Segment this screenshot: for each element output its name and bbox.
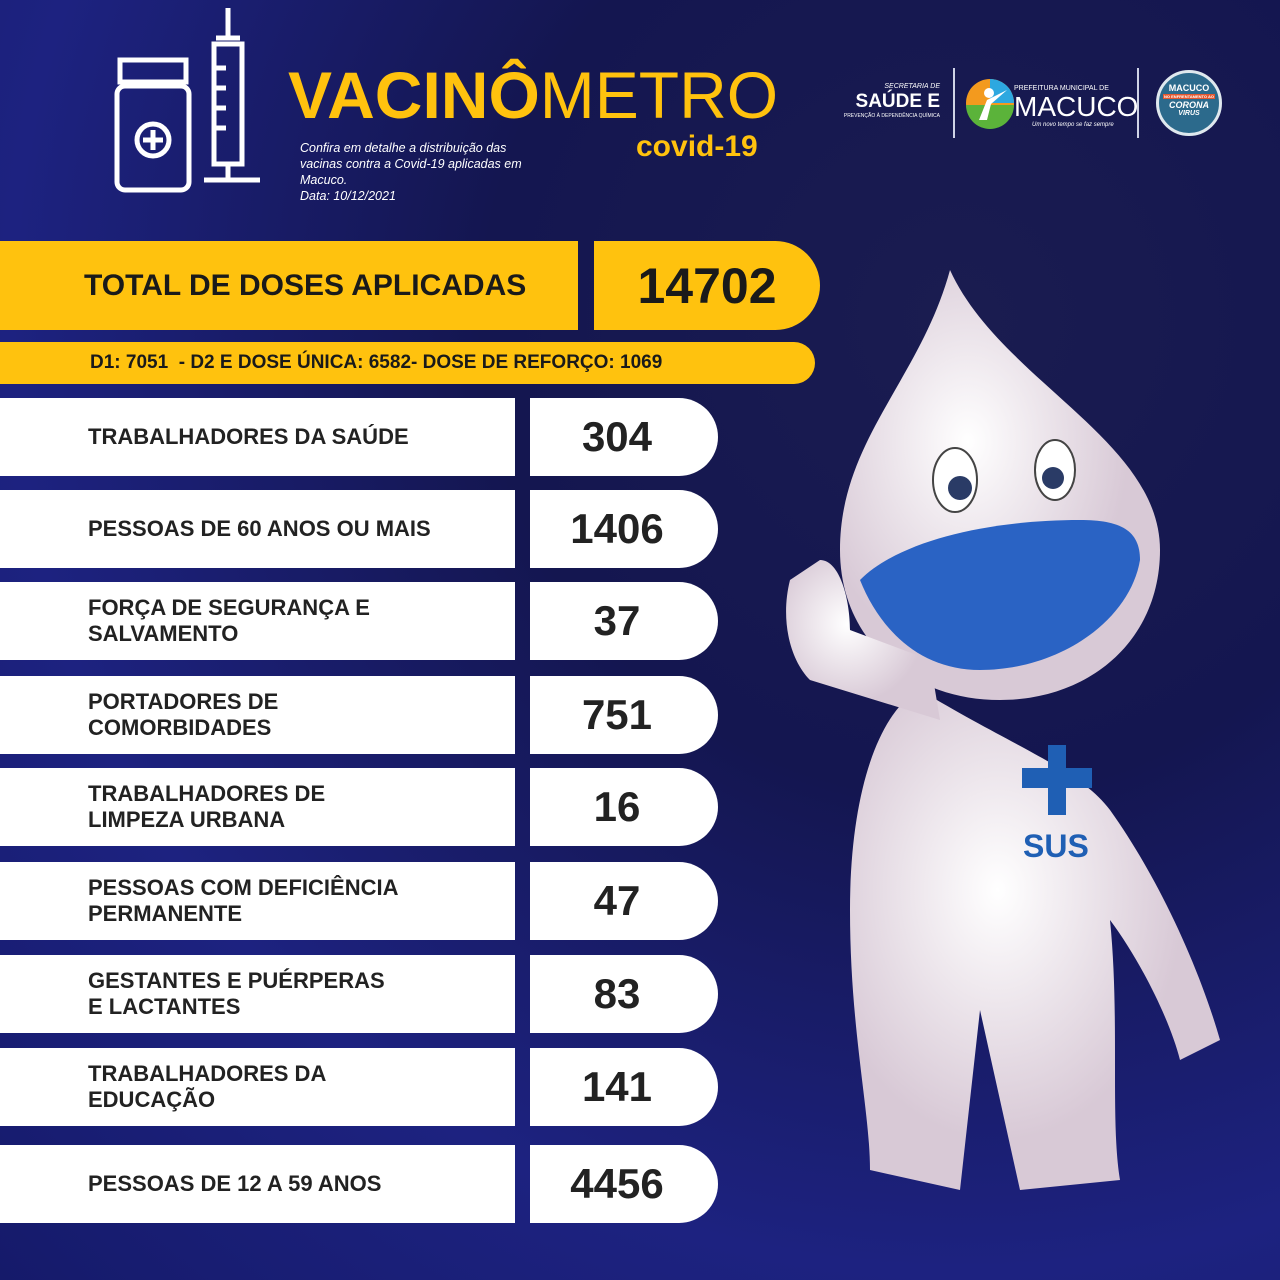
group-value: 751	[530, 676, 718, 754]
group-label: FORÇA DE SEGURANÇA E SALVAMENTO	[0, 582, 515, 660]
group-label: PESSOAS COM DEFICIÊNCIA PERMANENTE	[0, 862, 515, 940]
subtitle: covid-19	[636, 130, 758, 163]
group-label: PORTADORES DE COMORBIDADES	[0, 676, 515, 754]
prefeitura-logo: PREFEITURA MUNICIPAL DE MACUCO Um novo t…	[1014, 85, 1139, 128]
group-label: TRABALHADORES DA EDUCAÇÃO	[0, 1048, 515, 1126]
group-value: 37	[530, 582, 718, 660]
group-value: 304	[530, 398, 718, 476]
vaccine-vial-syringe-icon	[114, 8, 260, 193]
description: Confira em detalhe a distribuição das va…	[300, 140, 600, 204]
date: Data: 10/12/2021	[300, 189, 396, 203]
ze-gotinha-mascot	[786, 270, 1220, 1190]
secretaria-logo: SECRETARIA DE SAÚDE E PREVENÇÃO À DEPEND…	[843, 83, 940, 119]
group-value: 83	[530, 955, 718, 1033]
sus-label: SUS	[1023, 828, 1089, 864]
group-label: GESTANTES E PUÉRPERAS E LACTANTES	[0, 955, 515, 1033]
total-doses-label: TOTAL DE DOSES APLICADAS	[0, 241, 578, 330]
group-value: 1406	[530, 490, 718, 568]
total-doses-value: 14702	[594, 241, 820, 330]
group-label: PESSOAS DE 12 A 59 ANOS	[0, 1145, 515, 1223]
group-value: 47	[530, 862, 718, 940]
group-label: PESSOAS DE 60 ANOS OU MAIS	[0, 490, 515, 568]
sus-cross-icon	[1022, 745, 1092, 815]
corona-virus-badge: MACUCO NO ENFRENTAMENTO AO CORONA VIRUS	[1156, 70, 1222, 136]
dose-breakdown: D1: 7051 - D2 E DOSE ÚNICA: 6582- DOSE D…	[0, 342, 815, 384]
group-value: 141	[530, 1048, 718, 1126]
group-label: TRABALHADORES DA SAÚDE	[0, 398, 515, 476]
group-value: 4456	[530, 1145, 718, 1223]
group-label: TRABALHADORES DE LIMPEZA URBANA	[0, 768, 515, 846]
page-title: VACINÔMETRO	[288, 58, 779, 132]
prefeitura-emblem-icon	[966, 79, 1014, 129]
group-value: 16	[530, 768, 718, 846]
